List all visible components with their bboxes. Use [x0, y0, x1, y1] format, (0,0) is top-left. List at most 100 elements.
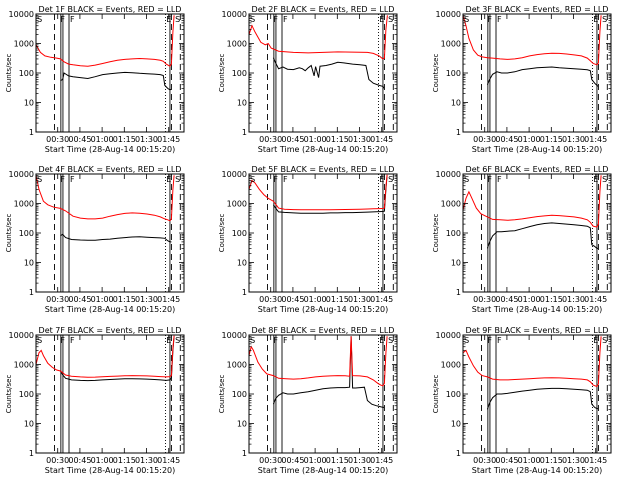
y-tick-label: 10000 — [9, 10, 34, 19]
series-line-lld — [463, 15, 602, 66]
x-tick-label: 01:45 — [370, 456, 393, 465]
x-tick-label: 01:30 — [348, 295, 371, 304]
panel-title: Det 3F BLACK = Events, RED = LLD — [466, 5, 609, 14]
region-label: S — [464, 175, 469, 184]
series-line-events — [486, 222, 599, 249]
y-axis-title: Counts/sec — [5, 375, 13, 414]
plot-frame — [248, 13, 398, 133]
y-tick-label: 100 — [446, 69, 461, 78]
x-tick-label: 01:30 — [562, 295, 585, 304]
y-tick-label: 1 — [242, 288, 247, 297]
x-tick-label: 01:00 — [518, 135, 541, 144]
region-label: F — [487, 336, 492, 345]
y-axis-title: Counts/sec — [432, 54, 440, 93]
y-tick-label: 10000 — [222, 170, 247, 179]
x-tick-label: 00:30 — [473, 456, 496, 465]
region-label: S — [250, 336, 255, 345]
x-axis-title: Start Time (28-Aug-14 00:15:20) — [472, 305, 603, 314]
x-tick-label: 01:45 — [370, 295, 393, 304]
panel-title: Det 9F BLACK = Events, RED = LLD — [466, 326, 609, 335]
region-label: S — [175, 15, 180, 24]
y-tick-label: 10 — [451, 99, 461, 108]
x-tick-label: 01:15 — [540, 456, 563, 465]
region-label: F — [283, 336, 288, 345]
y-tick-label: 1 — [242, 449, 247, 458]
y-axis-title: Counts/sec — [5, 214, 13, 253]
region-label: S — [388, 15, 393, 24]
x-tick-label: 00:30 — [473, 135, 496, 144]
x-tick-label: 00:45 — [281, 135, 304, 144]
x-tick-label: 01:00 — [518, 295, 541, 304]
x-tick-label: 00:45 — [281, 456, 304, 465]
series-line-events — [486, 66, 599, 87]
region-label: S — [464, 336, 469, 345]
x-tick-label: 01:15 — [326, 135, 349, 144]
region-label: F — [60, 15, 65, 24]
y-tick-label: 1 — [29, 128, 34, 137]
y-tick-label: 10000 — [9, 170, 34, 179]
y-tick-label: 10 — [451, 420, 461, 429]
x-tick-label: 00:45 — [68, 456, 91, 465]
x-axis-title: Start Time (28-Aug-14 00:15:20) — [45, 305, 176, 314]
x-tick-label: 01:30 — [562, 135, 585, 144]
series-line-lld — [36, 15, 175, 67]
y-axis-title: Counts/sec — [218, 375, 226, 414]
y-tick-label: 100 — [446, 390, 461, 399]
y-axis-title: Counts/sec — [5, 54, 13, 93]
x-tick-label: 01:30 — [135, 295, 158, 304]
region-label: S — [602, 336, 607, 345]
y-tick-label: 1000 — [227, 40, 247, 49]
x-tick-label: 01:00 — [91, 295, 114, 304]
series-line-events — [272, 336, 385, 408]
y-tick-label: 100 — [19, 229, 34, 238]
x-tick-label: 01:30 — [135, 135, 158, 144]
y-tick-label: 1 — [456, 128, 461, 137]
y-tick-label: 1000 — [441, 361, 461, 370]
region-label: F — [60, 175, 65, 184]
region-label: S — [388, 336, 393, 345]
x-tick-label: 01:45 — [584, 135, 607, 144]
y-tick-label: 100 — [232, 390, 247, 399]
region-label: F — [60, 336, 65, 345]
x-tick-label: 01:15 — [113, 135, 136, 144]
y-tick-label: 1000 — [227, 361, 247, 370]
x-tick-label: 01:15 — [326, 456, 349, 465]
y-tick-label: 1000 — [14, 200, 34, 209]
region-label: F — [273, 336, 278, 345]
y-axis-title: Counts/sec — [218, 54, 226, 93]
panel-title: Det 1F BLACK = Events, RED = LLD — [39, 5, 182, 14]
x-tick-label: 00:30 — [46, 456, 69, 465]
region-label: S — [37, 175, 42, 184]
series-line-events — [272, 57, 385, 89]
x-axis-title: Start Time (28-Aug-14 00:15:20) — [45, 145, 176, 154]
x-tick-label: 01:00 — [304, 295, 327, 304]
y-tick-label: 1000 — [441, 200, 461, 209]
x-tick-label: 01:00 — [91, 135, 114, 144]
x-tick-label: 01:45 — [157, 135, 180, 144]
y-tick-label: 10000 — [222, 331, 247, 340]
plot-frame — [35, 13, 185, 133]
region-label: S — [175, 175, 180, 184]
panel-title: Det 5F BLACK = Events, RED = LLD — [252, 165, 395, 174]
x-tick-label: 00:45 — [495, 456, 518, 465]
y-axis-title: Counts/sec — [432, 214, 440, 253]
y-tick-label: 10 — [24, 99, 34, 108]
y-axis-title: Counts/sec — [218, 214, 226, 253]
region-label: S — [175, 336, 180, 345]
y-tick-label: 1000 — [227, 200, 247, 209]
series-line-events — [486, 387, 599, 410]
x-tick-label: 00:30 — [259, 295, 282, 304]
x-tick-label: 01:45 — [157, 295, 180, 304]
x-tick-label: 00:45 — [495, 135, 518, 144]
region-label: S — [250, 175, 255, 184]
region-label: S — [388, 175, 393, 184]
region-label: E — [593, 336, 598, 345]
y-tick-label: 1 — [29, 449, 34, 458]
